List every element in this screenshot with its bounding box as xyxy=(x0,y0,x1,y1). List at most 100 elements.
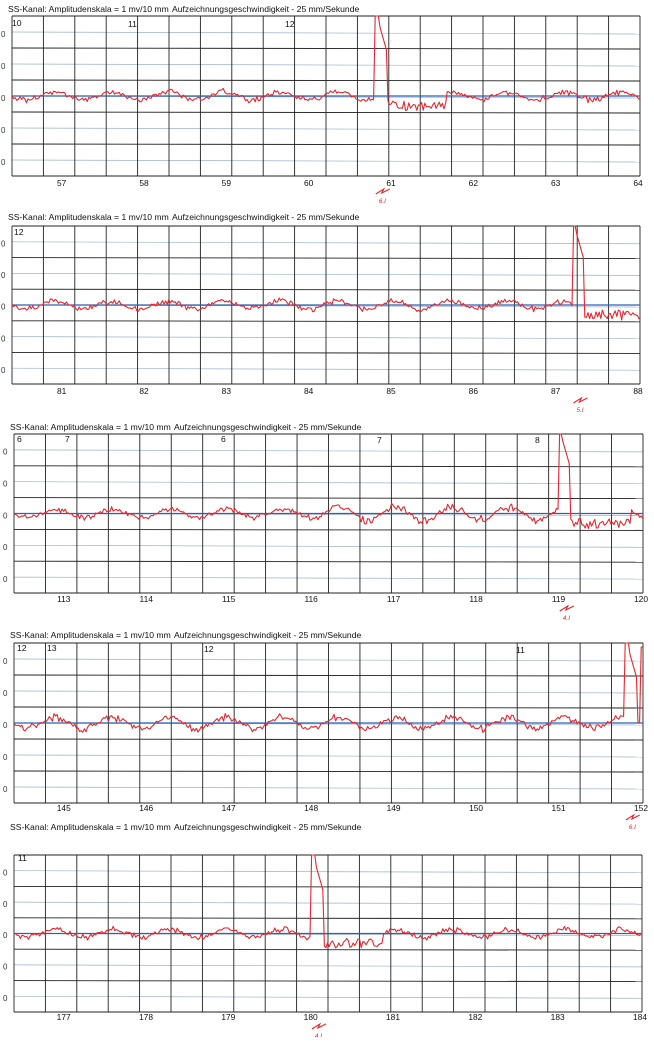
strip-corner-label: 7 xyxy=(65,434,70,444)
grid-horizontal-line xyxy=(11,111,641,114)
event-marker-icon xyxy=(375,187,391,195)
grid-horizontal-line xyxy=(11,288,641,291)
grid-horizontal-line xyxy=(13,980,643,983)
ecg-panel: SS-Kanal: Amplitudenskala = 1 mv/10 mm Au… xyxy=(1,212,643,414)
grid-horizontal-line xyxy=(11,47,641,50)
x-tick-label: 57 xyxy=(57,178,67,188)
grid-horizontal-line xyxy=(13,706,644,709)
y-axis-mark: 0 xyxy=(1,271,6,280)
y-axis-mark: 0 xyxy=(3,994,8,1003)
x-tick-label: 151 xyxy=(552,803,566,813)
y-axis-mark: 0 xyxy=(1,94,6,103)
x-tick-label: 119 xyxy=(552,594,566,604)
x-tick-label: 113 xyxy=(57,594,71,604)
grid-horizontal-line xyxy=(13,738,644,741)
x-tick-label: 183 xyxy=(551,1012,565,1022)
ecg-panel: SS-Kanal: Amplitudenskala = 1 mv/10 mm Au… xyxy=(3,422,648,622)
strip-corner-label: 12 xyxy=(17,643,27,653)
x-tick-label: 181 xyxy=(386,1012,400,1022)
event-marker-icon xyxy=(559,604,575,612)
panel-channel-label: SS-Kanal: Amplitudenskala = 1 mv/10 mm xyxy=(8,212,169,222)
event-marker-label: 5.I xyxy=(576,407,583,414)
x-tick-label: 83 xyxy=(222,386,232,396)
panel-channel-label: SS-Kanal: Amplitudenskala = 1 mv/10 mm xyxy=(10,630,171,640)
event-marker-label: 4.I xyxy=(315,1033,322,1037)
y-axis-mark: 0 xyxy=(1,366,6,375)
x-tick-label: 177 xyxy=(57,1012,71,1022)
ecg-panel: SS-Kanal: Amplitudenskala = 1 mv/10 mm Au… xyxy=(3,822,647,1040)
x-tick-label: 147 xyxy=(222,803,236,813)
x-tick-label: 63 xyxy=(551,178,561,188)
event-marker-label: 4.I xyxy=(563,615,570,622)
y-axis-mark: 0 xyxy=(3,721,8,730)
panel-speed-label: Aufzeichnungsgeschwindigkeit - 25 mm/Sek… xyxy=(174,822,361,832)
grid-horizontal-line xyxy=(13,528,644,531)
grid-horizontal-line xyxy=(13,948,643,951)
x-tick-label: 148 xyxy=(304,803,318,813)
y-axis-mark: 0 xyxy=(3,657,8,666)
x-tick-label: 114 xyxy=(140,594,154,604)
x-tick-label: 88 xyxy=(633,386,643,396)
x-tick-label: 82 xyxy=(139,386,149,396)
ecg-trace-line xyxy=(13,854,642,949)
strip-corner-label: 11 xyxy=(18,853,27,863)
y-axis-mark: 0 xyxy=(1,62,6,71)
x-tick-label: 120 xyxy=(634,594,648,604)
y-axis-mark: 0 xyxy=(3,543,8,552)
y-axis-mark: 0 xyxy=(1,334,6,343)
strip-corner-label: 12 xyxy=(14,227,24,237)
x-tick-label: 152 xyxy=(634,803,648,813)
y-axis-mark: 0 xyxy=(3,575,8,584)
strip-corner-label: 6 xyxy=(17,434,22,444)
x-tick-label: 86 xyxy=(469,386,479,396)
y-axis-mark: 0 xyxy=(3,511,8,520)
y-axis-mark: 0 xyxy=(3,931,8,940)
x-tick-label: 61 xyxy=(386,178,396,188)
event-marker-icon xyxy=(573,396,588,404)
x-tick-label: 146 xyxy=(139,803,153,813)
event-marker-icon xyxy=(311,1022,327,1030)
y-axis-mark: 0 xyxy=(3,963,8,972)
grid-horizontal-line xyxy=(11,351,641,354)
y-axis-mark: 0 xyxy=(1,126,6,135)
grid-horizontal-line xyxy=(13,465,644,468)
panel-channel-label: SS-Kanal: Amplitudenskala = 1 mv/10 mm xyxy=(10,822,171,832)
x-tick-label: 85 xyxy=(386,386,396,396)
y-axis-mark: 0 xyxy=(1,30,6,39)
event-marker-icon xyxy=(625,813,640,821)
ecg-trace-line xyxy=(11,225,640,321)
strip-corner-label: 11 xyxy=(128,19,137,29)
x-tick-label: 118 xyxy=(469,594,483,604)
x-tick-label: 180 xyxy=(304,1012,318,1022)
x-tick-label: 145 xyxy=(57,803,71,813)
y-axis-mark: 0 xyxy=(1,303,6,312)
y-axis-mark: 0 xyxy=(1,158,6,167)
y-axis-mark: 0 xyxy=(3,900,8,909)
x-tick-label: 62 xyxy=(469,178,479,188)
strip-corner-label: 10 xyxy=(12,18,22,28)
x-tick-label: 87 xyxy=(551,386,561,396)
grid-horizontal-line xyxy=(13,497,644,500)
strip-corner-label: 8 xyxy=(535,435,540,445)
y-axis-mark: 0 xyxy=(1,240,6,249)
panel-speed-label: Aufzeichnungsgeschwindigkeit - 25 mm/Sek… xyxy=(172,212,359,222)
y-axis-mark: 0 xyxy=(3,785,8,794)
x-tick-label: 115 xyxy=(222,594,236,604)
y-axis-mark: 0 xyxy=(3,479,8,488)
x-tick-label: 182 xyxy=(468,1012,482,1022)
y-axis-mark: 0 xyxy=(3,689,8,698)
panel-speed-label: Aufzeichnungsgeschwindigkeit - 25 mm/Sek… xyxy=(174,630,361,640)
x-tick-label: 184 xyxy=(633,1012,647,1022)
grid-horizontal-line xyxy=(13,770,644,773)
ecg-trace-line xyxy=(11,15,640,112)
x-tick-label: 60 xyxy=(304,178,314,188)
panel-channel-label: SS-Kanal: Amplitudenskala = 1 mv/10 mm xyxy=(10,422,171,432)
y-axis-mark: 0 xyxy=(3,448,8,457)
x-tick-label: 150 xyxy=(469,803,483,813)
grid-horizontal-line xyxy=(13,885,643,888)
strip-corner-label: 6 xyxy=(221,434,226,444)
x-tick-label: 84 xyxy=(304,386,314,396)
grid-horizontal-line xyxy=(13,674,644,677)
y-axis-mark: 0 xyxy=(3,753,8,762)
